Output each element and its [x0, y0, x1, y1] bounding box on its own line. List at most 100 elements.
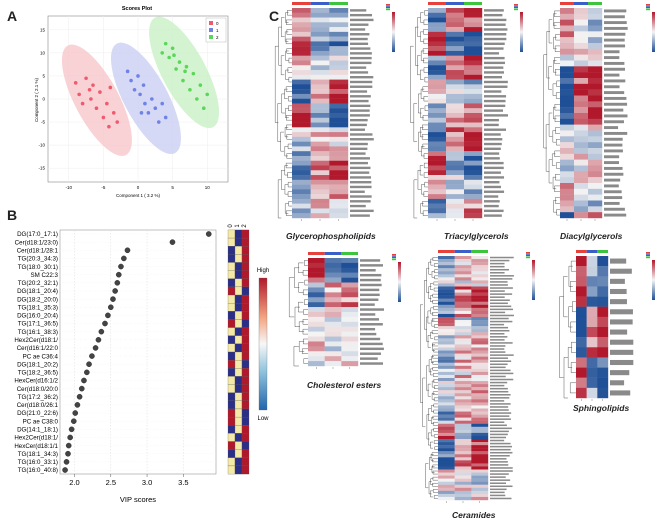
- heatmap-row-label: [604, 149, 623, 153]
- heatmap-row-label: [350, 76, 374, 79]
- heatmap-row-label: [484, 123, 499, 127]
- vip-feature-label: DG(18:1_20:4): [17, 288, 58, 295]
- heatmap-cell: [341, 326, 359, 332]
- heatmap-group-bar: [341, 252, 358, 255]
- heatmap-row-label: [490, 287, 513, 289]
- heatmap-cell: [310, 160, 330, 166]
- heatmap-row-label: [350, 42, 369, 45]
- scores-point: [163, 41, 168, 46]
- scores-ytick: 10: [40, 50, 46, 55]
- heatmap-cell: [560, 89, 575, 96]
- heatmap-row-label: [490, 314, 514, 317]
- heatmap-color-key: [520, 12, 523, 52]
- heatmap-cell: [471, 344, 489, 348]
- scores-legend-label: 2: [216, 35, 219, 40]
- vip-point: [72, 410, 79, 416]
- heatmap-cell: [308, 336, 325, 342]
- heatmap-cell: [292, 60, 311, 66]
- heatmap-cell: [446, 151, 465, 157]
- heatmap-row-label: [360, 308, 384, 311]
- heatmap-cell: [438, 277, 455, 281]
- heatmap-cell: [454, 423, 472, 427]
- scores-point: [195, 97, 199, 101]
- heatmap-cell: [310, 36, 330, 42]
- heatmap-row-label: [350, 9, 367, 12]
- heatmap-cell: [446, 36, 465, 42]
- heatmap-cell: [438, 475, 455, 479]
- heatmap-cell: [428, 27, 447, 33]
- heatmap-cell: [586, 387, 598, 399]
- heatmap-cell: [454, 338, 472, 342]
- heatmap-cell: [438, 457, 455, 461]
- heatmap-cell: [576, 286, 587, 297]
- heatmap-cell: [310, 165, 330, 171]
- heatmap-row-label: [484, 181, 500, 184]
- heatmap-cell: [329, 179, 349, 185]
- heatmap-row-label: [350, 185, 372, 189]
- heatmap-cell: [576, 357, 587, 368]
- heatmap-cell: [588, 31, 603, 38]
- heatmap-cell: [329, 27, 349, 33]
- heatmap-row-label: [360, 342, 383, 346]
- heatmap-cell: [438, 429, 455, 434]
- heatmap-cell: [454, 478, 472, 482]
- heatmap-row-label: [490, 336, 508, 338]
- heatmap-group-legend: [392, 258, 396, 261]
- heatmap-cell: [292, 22, 311, 28]
- heatmap-title-ceramides: Ceramides: [452, 510, 496, 520]
- heatmap-cell: [324, 361, 342, 367]
- heatmap-cell: [329, 108, 349, 114]
- heatmap-cell: [428, 84, 447, 90]
- heatmap-cell: [308, 307, 325, 313]
- heatmap-cell: [574, 212, 589, 219]
- vip-plot: DG(17:0_17:1)Cer(d18:1/23:0)Cer(d18:1/28…: [14, 224, 269, 504]
- heatmap-row-label: [360, 337, 381, 341]
- heatmap-row-label: [350, 138, 374, 141]
- heatmap-cell: [341, 316, 359, 323]
- heatmap-group-bar: [560, 2, 574, 5]
- heatmap-cell: [324, 321, 342, 327]
- heatmap-cell: [329, 8, 349, 13]
- heatmap-cell: [438, 384, 455, 388]
- heatmap-cell: [471, 295, 489, 299]
- heatmap-row-label: [490, 378, 514, 381]
- heatmap-row-label: [484, 95, 507, 98]
- heatmap-row-label: [490, 473, 509, 475]
- heatmap-cell: [586, 256, 598, 267]
- heatmap-row-label: [604, 15, 625, 19]
- heatmap-cell: [560, 54, 575, 61]
- heatmap-row-label: [490, 418, 511, 420]
- vip-point: [65, 442, 72, 449]
- heatmap-cell: [471, 414, 489, 418]
- heatmap-cell: [464, 203, 483, 209]
- heatmap-cell: [292, 155, 311, 161]
- heatmap-row-label: [490, 375, 506, 378]
- heatmap-cell: [329, 113, 349, 118]
- heatmap-cell: [471, 301, 489, 305]
- heatmap-cell: [454, 283, 472, 287]
- heatmap-row-label: [360, 273, 382, 277]
- heatmap-cell: [464, 141, 483, 147]
- heatmap-cell: [341, 297, 359, 303]
- heatmap-cell: [428, 36, 447, 42]
- heatmap-row-label: [604, 73, 620, 77]
- vip-color-legend: High Low: [257, 268, 269, 422]
- heatmap-cell: [454, 313, 472, 318]
- heatmap-cell: [329, 208, 349, 214]
- heatmap-cell: [454, 420, 472, 424]
- heatmap-row-label: [350, 128, 366, 131]
- heatmap-group-legend: [646, 252, 650, 254]
- heatmap-cell: [310, 189, 330, 195]
- heatmap-group-bar: [292, 2, 311, 5]
- heatmap-cell: [586, 327, 598, 338]
- heatmap-cell: [438, 295, 455, 299]
- heatmap-cell: [574, 37, 589, 44]
- heatmap-cell: [438, 304, 455, 309]
- heatmap-row-label: [350, 56, 372, 60]
- scores-point: [163, 115, 168, 120]
- heatmap-cell: [454, 490, 472, 495]
- heatmap-cell: [574, 48, 589, 55]
